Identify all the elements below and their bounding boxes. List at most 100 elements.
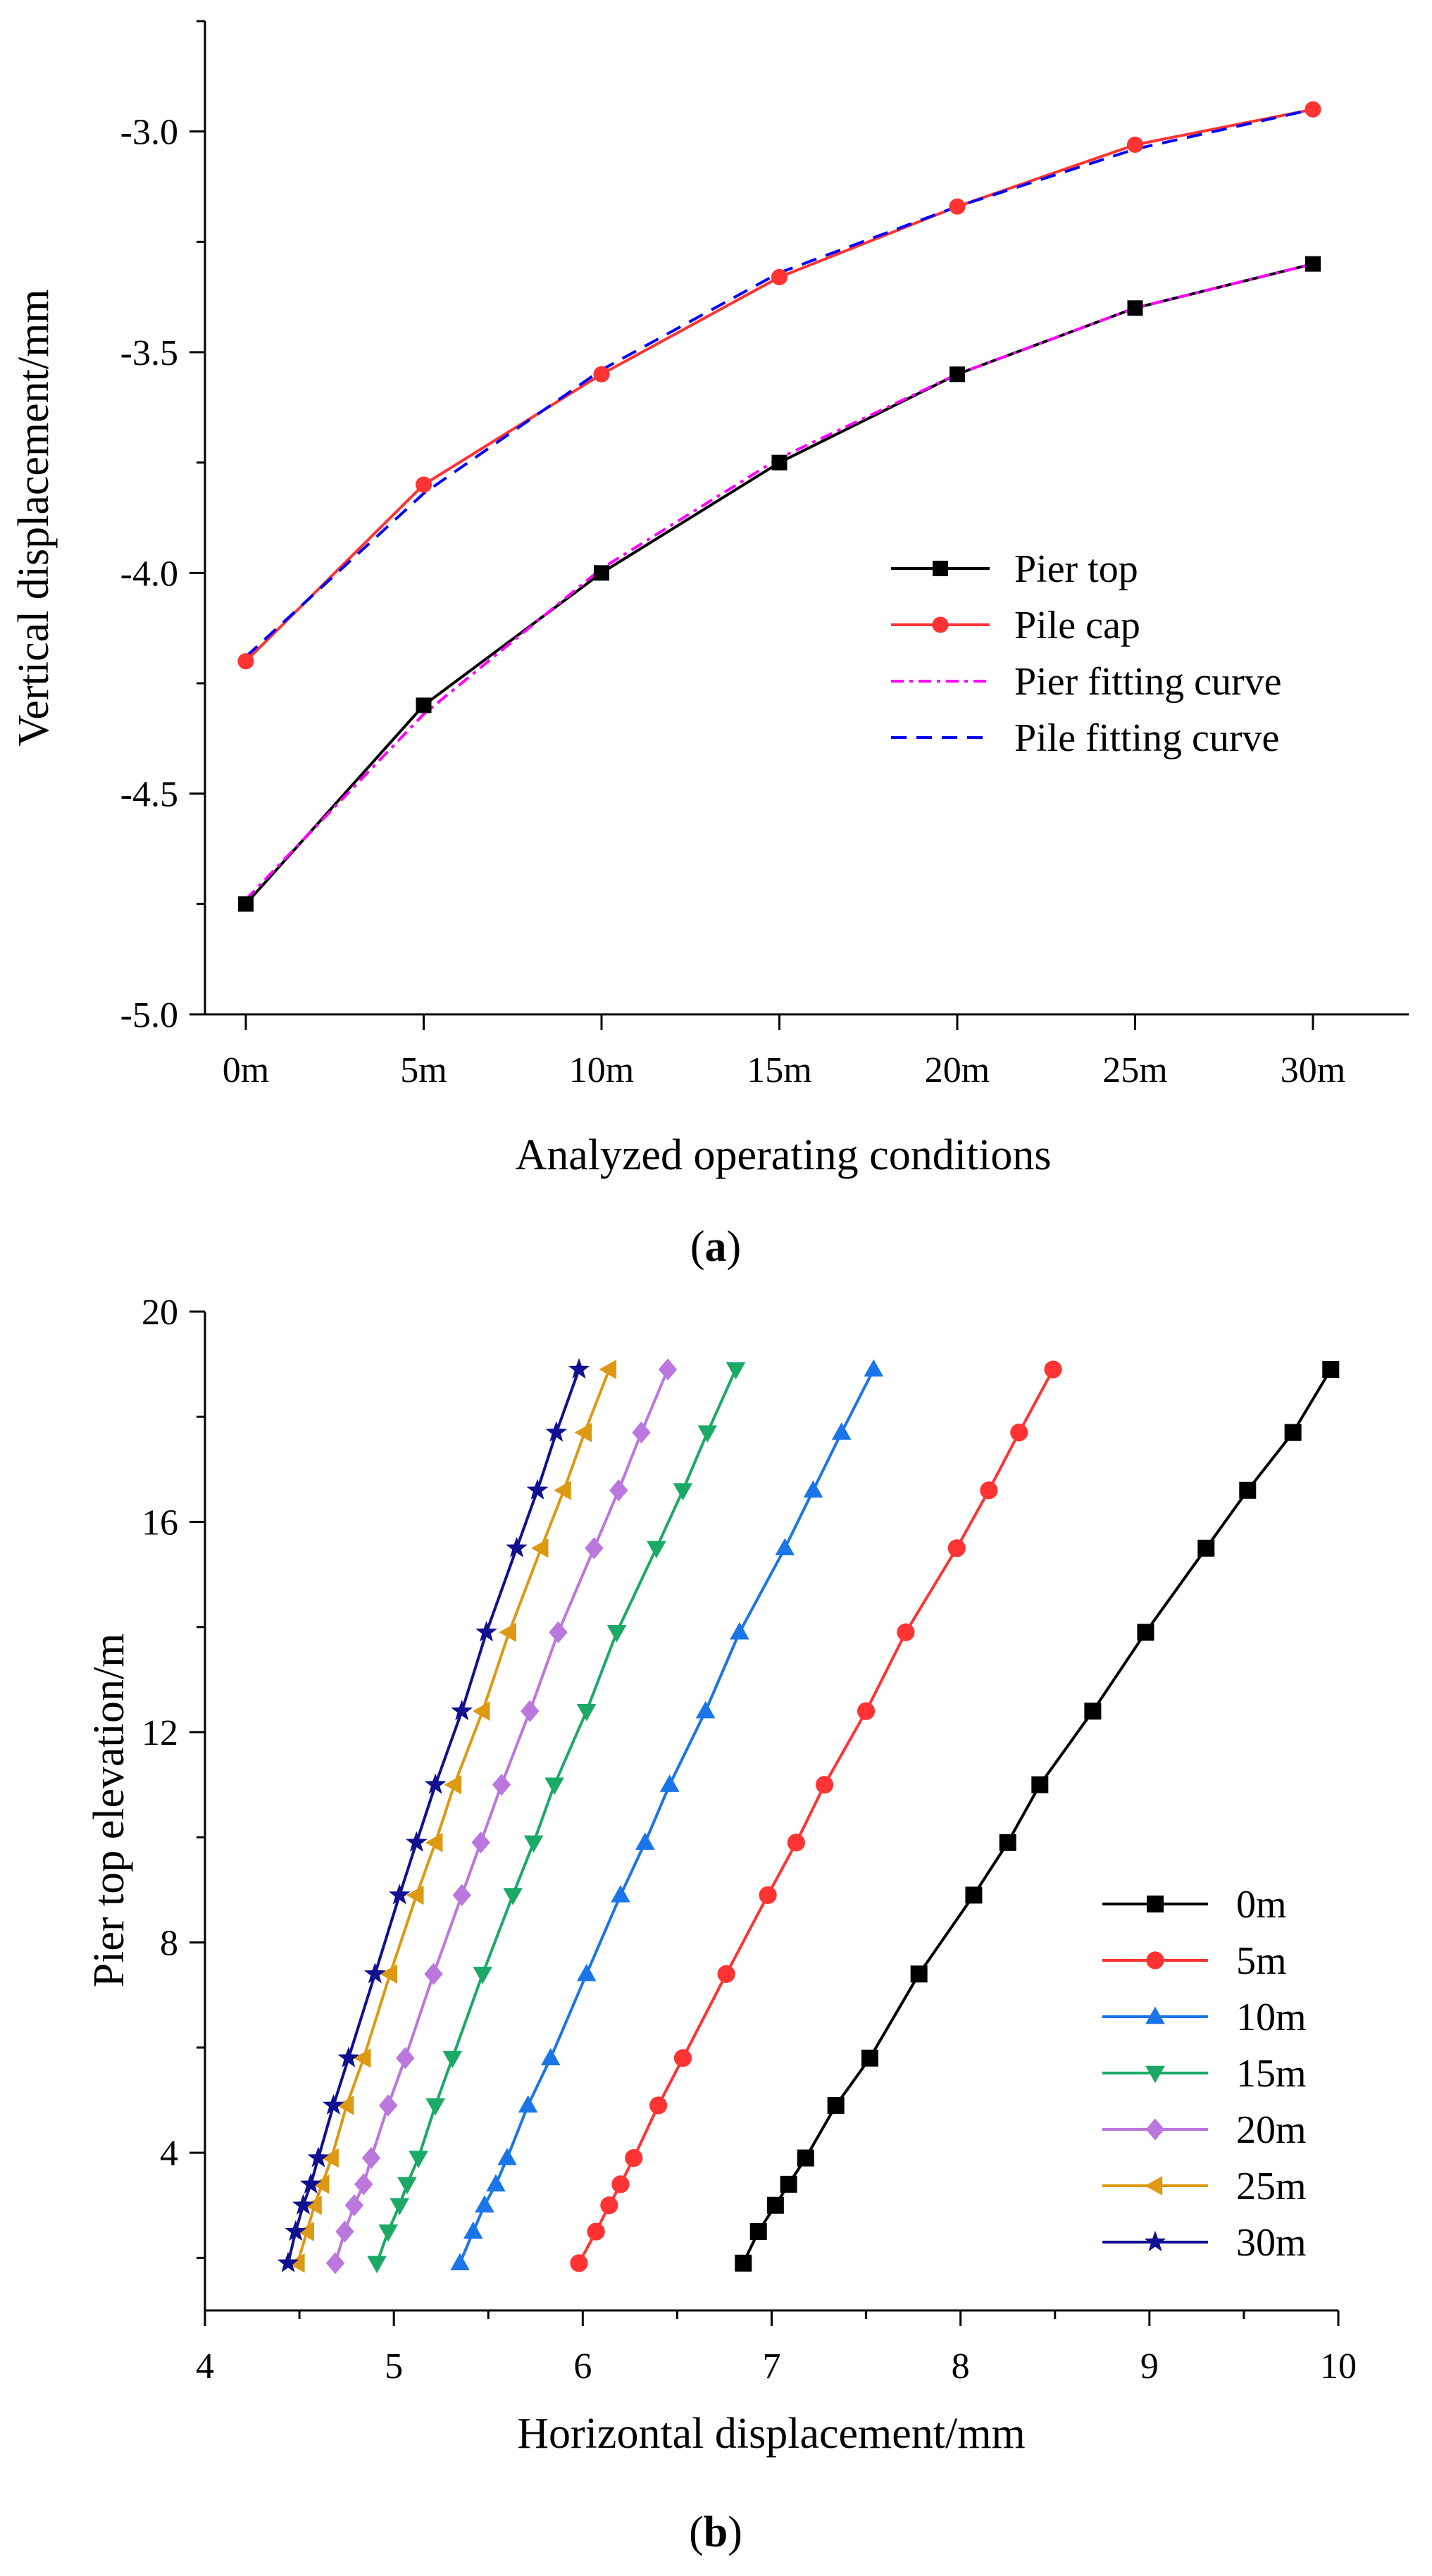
legend-label: 10m bbox=[1236, 1996, 1307, 2039]
x-tick-label: 6 bbox=[573, 2346, 592, 2387]
panel-label-a: a bbox=[705, 1223, 727, 1271]
data-point bbox=[322, 2093, 344, 2115]
data-point bbox=[1126, 136, 1144, 154]
data-point bbox=[949, 198, 966, 215]
data-point bbox=[775, 1538, 795, 1556]
data-point bbox=[299, 2172, 322, 2194]
data-point bbox=[647, 1541, 666, 1559]
data-point bbox=[325, 2252, 345, 2275]
legend-marker bbox=[1147, 1896, 1164, 1912]
panel-caption-b: (b) bbox=[689, 2508, 742, 2556]
data-point bbox=[947, 1539, 966, 1557]
data-point bbox=[831, 1422, 852, 1440]
data-point bbox=[353, 2048, 371, 2068]
legend-marker bbox=[933, 561, 948, 576]
data-point bbox=[415, 476, 432, 493]
data-point bbox=[632, 1421, 651, 1444]
data-point bbox=[378, 2224, 398, 2242]
data-point bbox=[568, 1357, 590, 1379]
y-tick-label: 16 bbox=[142, 1503, 178, 1543]
data-point bbox=[475, 2195, 494, 2213]
data-point bbox=[335, 2220, 354, 2243]
x-tick-label: 30m bbox=[1281, 1050, 1345, 1090]
data-point bbox=[499, 1622, 516, 1643]
data-point bbox=[545, 1421, 568, 1442]
data-point bbox=[425, 1832, 443, 1853]
y-axis-title: Vertical displacement/mm bbox=[10, 289, 58, 746]
data-point bbox=[396, 2047, 415, 2070]
series-line-pile-cap bbox=[244, 108, 1314, 663]
chart-panel-a: -5.0 -4.5 -4.0 -3.5 -3.0 0m 5m 10m 15m 20m 25m 30m… bbox=[10, 20, 1409, 1271]
data-point bbox=[390, 2198, 410, 2216]
data-point bbox=[827, 2096, 845, 2114]
data-point bbox=[594, 565, 609, 581]
data-point bbox=[697, 1425, 718, 1443]
data-point bbox=[549, 1621, 568, 1643]
data-point bbox=[599, 1359, 617, 1379]
data-point bbox=[1305, 256, 1321, 272]
data-point bbox=[611, 2175, 630, 2194]
data-point bbox=[570, 2254, 588, 2272]
data-point bbox=[405, 1831, 428, 1852]
y-tick-label: -4.5 bbox=[120, 775, 178, 815]
y-tick-label: 20 bbox=[142, 1293, 178, 1333]
y-tick-label: -3.0 bbox=[120, 113, 178, 153]
data-point bbox=[965, 1886, 983, 1904]
data-point bbox=[473, 1967, 493, 1984]
legend-marker bbox=[1144, 2230, 1166, 2252]
data-point bbox=[576, 1704, 597, 1722]
x-axis-title: Horizontal displacement/mm bbox=[517, 2410, 1025, 2458]
data-point bbox=[980, 1481, 998, 1500]
data-point bbox=[717, 1965, 735, 1983]
x-tick-label: 10 bbox=[1320, 2346, 1357, 2387]
data-point bbox=[766, 2196, 784, 2214]
data-point bbox=[425, 2098, 445, 2116]
data-point bbox=[277, 2251, 299, 2272]
series-line-pier-fitting-curve bbox=[244, 262, 1314, 901]
series-line-10m bbox=[459, 1369, 876, 2264]
data-point bbox=[544, 1777, 564, 1796]
data-point bbox=[587, 2222, 605, 2241]
data-point bbox=[540, 2048, 561, 2065]
data-point bbox=[287, 2253, 305, 2273]
panel-label-b: b bbox=[704, 2508, 728, 2556]
data-point bbox=[238, 896, 254, 912]
legend: 0m 5m 10m 15m 20m 25m 30m bbox=[1102, 1883, 1307, 2265]
y-tick-label: 12 bbox=[142, 1713, 178, 1753]
legend-label: Pier top bbox=[1014, 547, 1138, 591]
data-point bbox=[635, 1832, 655, 1850]
data-point bbox=[673, 1483, 693, 1501]
x-axis-title: Analyzed operating conditions bbox=[515, 1131, 1051, 1179]
series-line-30m bbox=[287, 1369, 580, 2264]
data-point bbox=[771, 268, 788, 286]
data-point bbox=[237, 653, 254, 670]
data-point bbox=[1084, 1703, 1102, 1720]
data-point bbox=[1010, 1424, 1028, 1442]
data-point bbox=[378, 2094, 398, 2117]
data-point bbox=[450, 2253, 470, 2271]
data-point bbox=[787, 1834, 805, 1852]
data-point bbox=[363, 1962, 386, 1984]
x-tick-label: 9 bbox=[1140, 2346, 1159, 2387]
data-point bbox=[336, 2096, 354, 2115]
legend-marker bbox=[1145, 2176, 1163, 2196]
data-point bbox=[803, 1480, 823, 1498]
y-tick-label: -3.5 bbox=[120, 333, 178, 373]
legend-marker bbox=[1145, 2065, 1165, 2084]
data-point bbox=[771, 454, 787, 471]
legend-label: Pile fitting curve bbox=[1014, 716, 1279, 760]
x-tick-label: 4 bbox=[196, 2346, 214, 2387]
data-point bbox=[451, 1700, 473, 1721]
data-point bbox=[576, 1963, 597, 1981]
series-line-20m bbox=[334, 1369, 669, 2264]
data-point bbox=[609, 1479, 628, 1502]
data-point bbox=[472, 1701, 490, 1721]
data-point bbox=[749, 2223, 767, 2241]
data-point bbox=[292, 2194, 314, 2215]
data-point bbox=[416, 697, 432, 714]
data-point bbox=[307, 2146, 330, 2167]
data-point bbox=[574, 1422, 592, 1443]
data-point bbox=[361, 2146, 381, 2170]
data-point bbox=[424, 1773, 447, 1794]
